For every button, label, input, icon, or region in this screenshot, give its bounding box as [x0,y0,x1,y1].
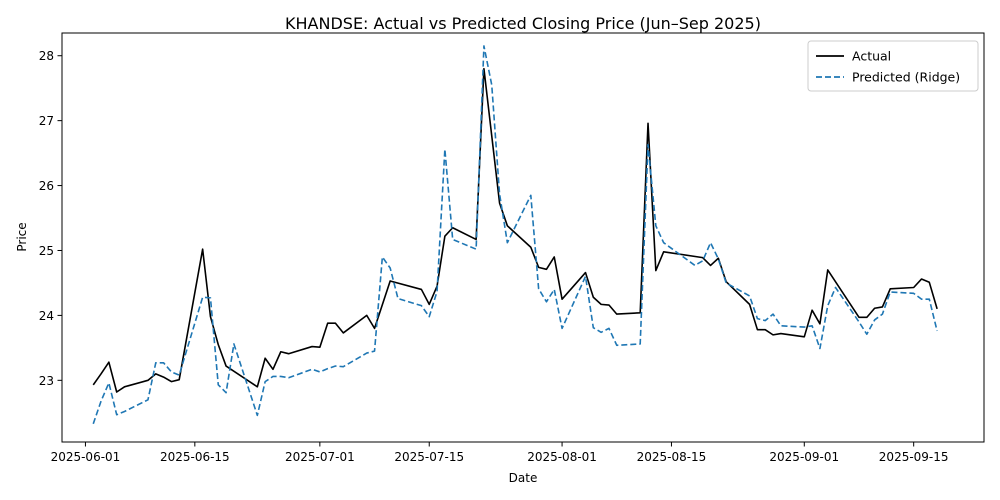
y-axis-title: Price [15,222,29,251]
legend-label-predicted: Predicted (Ridge) [852,70,960,85]
x-tick-label: 2025-09-15 [879,450,949,464]
legend-label-actual: Actual [852,49,891,64]
x-tick-label: 2025-06-01 [51,450,121,464]
x-tick-label: 2025-08-01 [527,450,597,464]
y-tick-label: 24 [39,309,54,323]
x-axis: 2025-06-01 2025-06-15 2025-07-01 2025-07-15… [51,442,949,464]
x-tick-label: 2025-09-01 [769,450,839,464]
chart-title: KHANDSE: Actual vs Predicted Closing Pri… [285,14,761,33]
x-tick-label: 2025-06-15 [160,450,230,464]
x-axis-title: Date [509,471,538,485]
y-axis: 23 24 25 26 27 28 [39,49,62,388]
series-layer [92,45,938,425]
legend-box [807,40,979,92]
x-tick-label: 2025-07-01 [285,450,355,464]
y-tick-label: 27 [39,114,54,128]
y-tick-label: 26 [39,179,54,193]
x-tick-label: 2025-08-15 [637,450,707,464]
x-tick-label: 2025-07-15 [394,450,464,464]
y-tick-label: 28 [39,49,54,63]
legend: Actual Predicted (Ridge) [807,40,979,92]
series-line-actual [92,67,938,393]
y-tick-label: 25 [39,244,54,258]
y-tick-label: 23 [39,374,54,388]
axes-frame [61,32,985,443]
series-line-predicted [92,45,938,425]
